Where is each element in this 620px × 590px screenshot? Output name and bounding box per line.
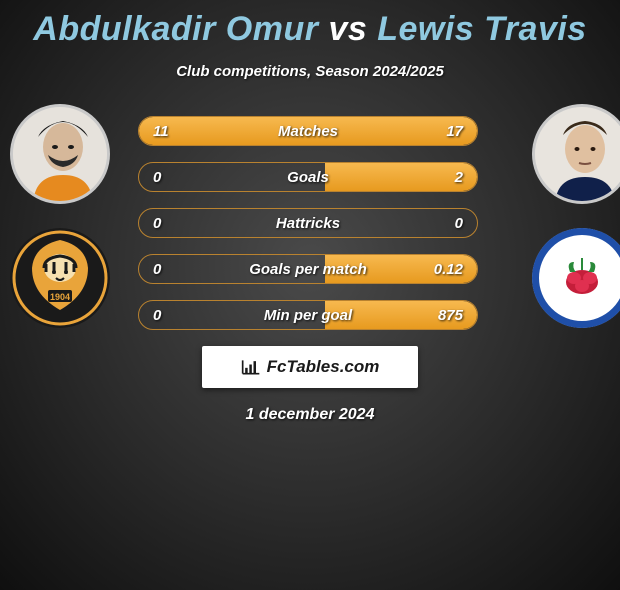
blackburn-badge-icon: BLACKBURN ROVERS F.C. ARTE ET LABORE [532, 228, 620, 328]
stat-row: 02Goals [138, 162, 478, 192]
player1-name: Abdulkadir Omur [33, 10, 318, 48]
player2-avatar-placeholder [535, 107, 620, 204]
stat-row: 0875Min per goal [138, 300, 478, 330]
comparison-body: 1904 BLACKBURN ROVERS F.C. ARTE ET LABOR… [0, 116, 620, 330]
player2-name: Lewis Travis [377, 10, 587, 48]
player2-club-badge: BLACKBURN ROVERS F.C. ARTE ET LABORE [532, 228, 620, 328]
player1-avatar-placeholder [13, 107, 110, 204]
stat-label: Min per goal [139, 301, 477, 330]
vs-text: vs [328, 10, 367, 48]
player1-avatar [10, 104, 110, 204]
stat-rows: 1117Matches 02Goals 00Hattricks 00.12Goals … [138, 116, 478, 330]
svg-text:1904: 1904 [50, 292, 70, 302]
stat-row: 00.12Goals per match [138, 254, 478, 284]
player2-avatar [532, 104, 620, 204]
stat-label: Matches [139, 117, 477, 146]
hull-city-badge-icon: 1904 [10, 228, 110, 328]
subtitle: Club competitions, Season 2024/2025 [0, 63, 620, 80]
comparison-title: Abdulkadir Omur vs Lewis Travis [0, 10, 620, 49]
stat-label: Hattricks [139, 209, 477, 238]
watermark: FcTables.com [202, 346, 418, 388]
date-text: 1 december 2024 [0, 406, 620, 424]
watermark-text: FcTables.com [267, 357, 380, 377]
stat-label: Goals per match [139, 255, 477, 284]
stat-label: Goals [139, 163, 477, 192]
stat-row: 00Hattricks [138, 208, 478, 238]
player1-club-badge: 1904 [10, 228, 110, 328]
chart-icon [241, 358, 261, 376]
stat-row: 1117Matches [138, 116, 478, 146]
